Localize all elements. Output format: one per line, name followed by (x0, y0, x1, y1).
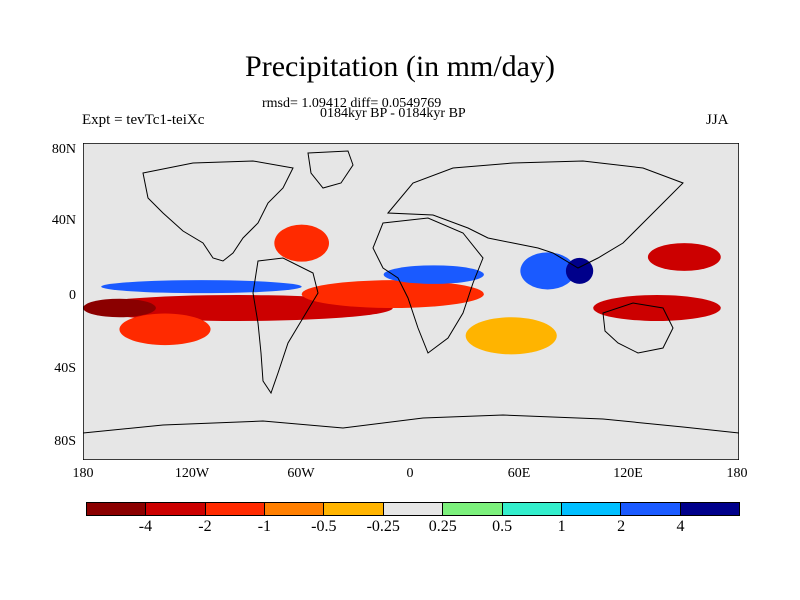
period-text: 0184kyr BP - 0184kyr BP (320, 106, 466, 121)
lat-label-40n: 40N (51, 213, 76, 228)
colorbar-segment-9 (621, 503, 681, 515)
precip-region-4 (274, 224, 329, 262)
colorbar-segment-5 (383, 503, 444, 515)
coast-eurasia (386, 160, 684, 269)
precip-region-2 (83, 298, 156, 318)
coast-south-america (252, 257, 319, 395)
coast-north-america (142, 160, 294, 262)
precip-region-6 (383, 265, 484, 284)
colorbar-segment-1 (146, 503, 206, 515)
plot-title: Precipitation (in mm/day) (245, 50, 555, 83)
coast-greenland (307, 150, 354, 189)
precip-regions (83, 224, 721, 355)
map-plot-area (82, 142, 740, 461)
colorbar-segment-0 (87, 503, 147, 515)
colorbar-segment-4 (324, 503, 384, 515)
experiment-label: Expt = tevTc1-teiXc (82, 112, 205, 128)
precip-region-9 (593, 295, 721, 321)
map-svg (82, 142, 740, 461)
lon-label-180w: 180 (72, 466, 94, 481)
colorbar-label-6: 0.5 (492, 518, 513, 535)
colorbar-segment-10 (680, 503, 739, 515)
lat-label-80n: 80N (51, 142, 76, 157)
colorbar-segment-7 (502, 503, 562, 515)
colorbar-segment-8 (561, 503, 622, 515)
colorbar-label-7: 1 (557, 518, 566, 535)
lon-label-120w: 120W (174, 466, 210, 481)
precip-region-8 (565, 257, 594, 284)
precip-region-1 (119, 313, 211, 346)
coastlines (82, 150, 740, 434)
precip-region-5 (301, 280, 484, 308)
lat-label-80s: 80S (54, 434, 76, 449)
coast-australia (602, 302, 674, 354)
colorbar-label-9: 4 (676, 518, 685, 535)
coast-antarctica (82, 414, 740, 434)
stats-text: rmsd= 1.09412 diff= 0.0549769 (262, 96, 442, 111)
precip-region-7 (520, 252, 575, 290)
colorbar-label-4: -0.25 (366, 518, 400, 535)
lat-label-0: 0 (69, 288, 76, 303)
lon-label-0: 0 (406, 466, 414, 481)
coast-africa (372, 217, 484, 354)
colorbar (86, 502, 740, 516)
colorbar-label-5: 0.25 (428, 518, 457, 535)
lon-label-60w: 60W (287, 466, 315, 481)
precip-region-3 (101, 280, 302, 294)
colorbar-segment-3 (265, 503, 325, 515)
colorbar-label-8: 2 (617, 518, 626, 535)
lat-label-40s: 40S (54, 361, 76, 376)
lon-label-180e: 180 (726, 466, 748, 481)
colorbar-label-1: -2 (198, 518, 212, 535)
lon-label-60e: 60E (507, 466, 531, 481)
precip-region-10 (647, 243, 721, 271)
season-label: JJA (706, 112, 729, 128)
colorbar-label-3: -0.5 (311, 518, 337, 535)
colorbar-label-2: -1 (257, 518, 272, 535)
lon-label-120e: 120E (613, 466, 643, 481)
colorbar-label-0: -4 (138, 518, 153, 535)
precip-region-11 (465, 317, 557, 355)
colorbar-segment-6 (443, 503, 503, 515)
colorbar-segment-2 (205, 503, 266, 515)
